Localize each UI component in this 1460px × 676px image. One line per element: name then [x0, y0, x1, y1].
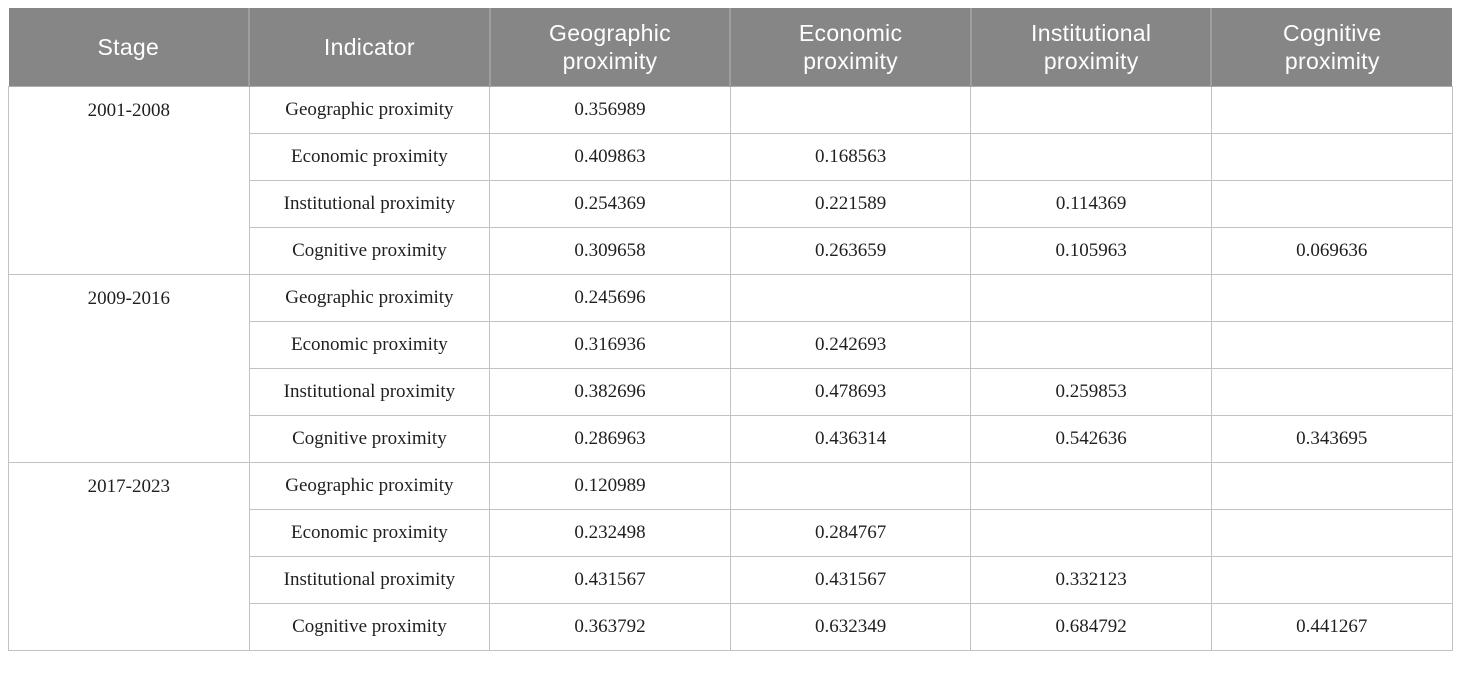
column-header-geographic-proximity: Geographic proximity: [488, 8, 731, 86]
value-cell: 0.684792: [970, 602, 1212, 651]
indicator-cell: Geographic proximity: [248, 85, 491, 134]
value-cell: 0.286963: [489, 414, 731, 463]
value-cell: 0.356989: [489, 85, 731, 134]
value-cell: 0.263659: [729, 226, 972, 275]
value-cell: 0.309658: [489, 226, 731, 275]
header-row: Stage Indicator Geographic proximity Eco…: [8, 8, 1453, 86]
indicator-cell: Cognitive proximity: [248, 414, 491, 463]
empty-cell: [1210, 508, 1453, 557]
table-row: Cognitive proximity 0.363792 0.632349 0.684…: [9, 602, 1453, 651]
table-row: Economic proximity 0.316936 0.242693: [9, 320, 1453, 369]
column-header-label: Indicator: [323, 33, 415, 60]
table-row: Cognitive proximity 0.309658 0.263659 0.105…: [9, 226, 1453, 275]
indicator-cell: Economic proximity: [248, 508, 491, 557]
column-header-cognitive-proximity: Cognitive proximity: [1210, 8, 1453, 86]
value-cell: 0.343695: [1210, 414, 1453, 463]
value-cell: 0.259853: [970, 367, 1212, 416]
table-row: Institutional proximity 0.382696 0.478693 0…: [9, 367, 1453, 416]
value-cell: 0.478693: [729, 367, 972, 416]
column-header-institutional-proximity: Institutional proximity: [969, 8, 1212, 86]
table-row: Economic proximity 0.232498 0.284767: [9, 508, 1453, 557]
stage-cell: 2009-2016: [8, 273, 250, 463]
empty-cell: [1210, 273, 1453, 322]
value-cell: 0.441267: [1210, 602, 1453, 651]
value-cell: 0.363792: [489, 602, 731, 651]
value-cell: 0.221589: [729, 179, 972, 228]
stage-cell: 2017-2023: [8, 461, 250, 651]
value-cell: 0.632349: [729, 602, 972, 651]
column-header-label: Economic proximity: [798, 19, 903, 74]
value-cell: 0.232498: [489, 508, 731, 557]
value-cell: 0.382696: [489, 367, 731, 416]
value-cell: 0.168563: [729, 132, 972, 181]
column-header-label: Institutional proximity: [1031, 19, 1152, 74]
empty-cell: [729, 85, 972, 134]
value-cell: 0.120989: [489, 461, 731, 510]
empty-cell: [1210, 179, 1453, 228]
table-row: 2009-2016 Geographic proximity 0.245696: [8, 273, 1453, 463]
indicator-cell: Economic proximity: [248, 132, 491, 181]
value-cell: 0.542636: [970, 414, 1212, 463]
table-row: 2001-2008 Geographic proximity 0.356989: [8, 85, 1453, 275]
empty-cell: [1210, 85, 1453, 134]
indicator-cell: Institutional proximity: [248, 367, 491, 416]
value-cell: 0.316936: [489, 320, 731, 369]
table-row: Institutional proximity 0.431567 0.431567 0…: [9, 555, 1453, 604]
value-cell: 0.242693: [729, 320, 972, 369]
empty-cell: [970, 320, 1212, 369]
value-cell: 0.254369: [489, 179, 731, 228]
indicator-cell: Geographic proximity: [248, 273, 491, 322]
column-header-indicator: Indicator: [248, 8, 490, 86]
stage-cell: 2001-2008: [8, 85, 250, 275]
table-row: Institutional proximity 0.254369 0.221589 0…: [9, 179, 1453, 228]
empty-cell: [1210, 320, 1453, 369]
value-cell: 0.105963: [970, 226, 1212, 275]
value-cell: 0.436314: [729, 414, 972, 463]
empty-cell: [970, 461, 1212, 510]
column-header-label: Cognitive proximity: [1282, 19, 1382, 74]
value-cell: 0.431567: [729, 555, 972, 604]
column-header-label: Stage: [97, 33, 160, 60]
correlation-table: Stage Indicator Geographic proximity Eco…: [8, 8, 1453, 651]
table-row: Economic proximity 0.409863 0.168563: [9, 132, 1453, 181]
empty-cell: [1210, 132, 1453, 181]
empty-cell: [1210, 461, 1453, 510]
empty-cell: [729, 273, 972, 322]
table-body: 2001-2008 Geographic proximity 0.356989 Eco…: [8, 85, 1453, 651]
column-header-label: Geographic proximity: [549, 19, 671, 74]
value-cell: 0.114369: [970, 179, 1212, 228]
empty-cell: [970, 85, 1212, 134]
indicator-cell: Economic proximity: [248, 320, 491, 369]
table-header: Stage Indicator Geographic proximity Eco…: [8, 8, 1453, 86]
column-header-stage: Stage: [8, 8, 250, 86]
value-cell: 0.245696: [489, 273, 731, 322]
indicator-cell: Institutional proximity: [248, 179, 491, 228]
indicator-cell: Geographic proximity: [248, 461, 491, 510]
value-cell: 0.284767: [729, 508, 972, 557]
value-cell: 0.431567: [489, 555, 731, 604]
empty-cell: [1210, 367, 1453, 416]
table-row: 2017-2023 Geographic proximity 0.120989: [8, 461, 1453, 651]
empty-cell: [970, 508, 1212, 557]
value-cell: 0.332123: [970, 555, 1212, 604]
empty-cell: [970, 273, 1212, 322]
indicator-cell: Cognitive proximity: [248, 602, 491, 651]
indicator-cell: Cognitive proximity: [248, 226, 491, 275]
empty-cell: [1210, 555, 1453, 604]
value-cell: 0.069636: [1210, 226, 1453, 275]
empty-cell: [729, 461, 972, 510]
empty-cell: [970, 132, 1212, 181]
value-cell: 0.409863: [489, 132, 731, 181]
column-header-economic-proximity: Economic proximity: [729, 8, 971, 86]
indicator-cell: Institutional proximity: [248, 555, 491, 604]
